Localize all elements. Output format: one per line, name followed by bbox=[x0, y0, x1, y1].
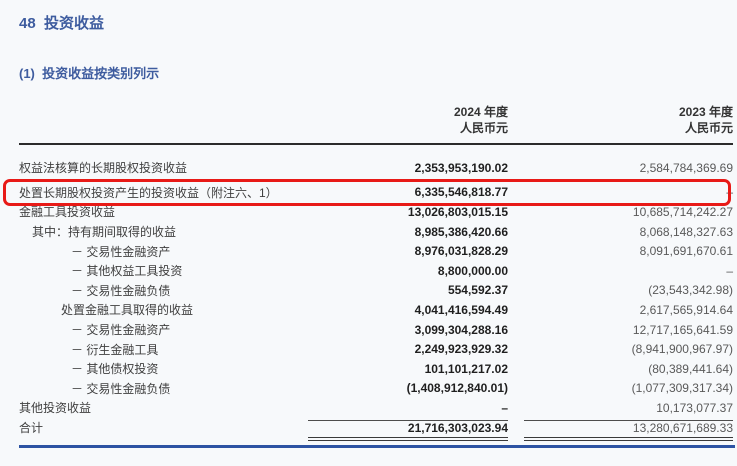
row-label: － 交易性金融负债 bbox=[71, 381, 171, 396]
table-row: － 交易性金融负债 (1,408,912,840.01) (1,077,309,31… bbox=[19, 379, 733, 399]
column-header-2024: 2024 年度 人民币元 bbox=[308, 104, 508, 136]
table-row: － 衍生金融工具 2,249,923,929.32 (8,941,900,967.9… bbox=[19, 339, 733, 359]
value-2024: 2,249,923,929.32 bbox=[414, 342, 508, 357]
investment-income-table: 2024 年度 人民币元 2023 年度 人民币元 权益法核算的长期股权投资收益… bbox=[19, 104, 733, 442]
value-2023: 12,717,165,641.59 bbox=[632, 322, 733, 337]
row-label: － 其他债权投资 bbox=[71, 362, 159, 377]
row-label: － 衍生金融工具 bbox=[71, 342, 159, 357]
column-header-2023-unit: 人民币元 bbox=[684, 121, 733, 135]
table-row: 其他投资收益 – 10,173,077.37 bbox=[19, 398, 733, 418]
table-row: － 交易性金融资产 3,099,304,288.16 12,717,165,641.… bbox=[19, 320, 733, 340]
table-row: 处置金融工具取得的收益 4,041,416,594.49 2,617,565,914… bbox=[19, 300, 733, 320]
value-2024: 8,976,031,828.29 bbox=[414, 244, 508, 259]
column-header-2023-year: 2023 年度 bbox=[678, 105, 733, 119]
value-2024: 4,041,416,594.49 bbox=[414, 302, 508, 317]
row-label: 处置金融工具取得的收益 bbox=[61, 303, 194, 318]
table-row: 权益法核算的长期股权投资收益 2,353,953,190.02 2,584,784,… bbox=[19, 158, 733, 178]
value-2023: 8,068,148,327.63 bbox=[639, 224, 733, 239]
value-2023: 2,617,565,914.64 bbox=[639, 302, 733, 317]
value-2023: 10,173,077.37 bbox=[656, 400, 733, 415]
table-row: 处置长期股权投资产生的投资收益（附注六、1） 6,335,546,818.77 – bbox=[19, 183, 733, 203]
bottom-divider bbox=[19, 445, 735, 448]
table-header-row: 2024 年度 人民币元 2023 年度 人民币元 bbox=[19, 104, 733, 136]
table-row: 合计 21,716,303,023.94 13,280,671,689.33 bbox=[19, 418, 733, 438]
row-label: － 交易性金融资产 bbox=[71, 244, 171, 259]
column-header-2024-unit: 人民币元 bbox=[459, 121, 508, 135]
row-label: － 其他权益工具投资 bbox=[71, 264, 183, 279]
subsection-title: (1) 投资收益按类别列示 bbox=[19, 66, 160, 81]
total-double-rule bbox=[19, 437, 733, 442]
value-2024: 554,592.37 bbox=[447, 283, 508, 298]
value-2024: 13,026,803,015.15 bbox=[407, 204, 508, 219]
value-2023: – bbox=[726, 185, 733, 200]
row-label: 其他投资收益 bbox=[19, 401, 92, 416]
value-2024: 8,800,000.00 bbox=[437, 263, 508, 278]
value-2024: 6,335,546,818.77 bbox=[414, 185, 508, 200]
row-label: 处置长期股权投资产生的投资收益（附注六、1） bbox=[19, 185, 278, 200]
value-2024: 8,985,386,420.66 bbox=[414, 224, 508, 239]
row-label: 其中：持有期间取得的收益 bbox=[32, 225, 177, 240]
value-2023: 2,584,784,369.69 bbox=[639, 160, 733, 175]
column-header-2024-year: 2024 年度 bbox=[453, 105, 508, 119]
value-2023: (8,941,900,967.97) bbox=[631, 342, 733, 357]
table-row: 金融工具投资收益 13,026,803,015.15 10,685,714,242.… bbox=[19, 202, 733, 222]
row-label: 合计 bbox=[19, 421, 44, 436]
value-2024: 2,353,953,190.02 bbox=[414, 160, 508, 175]
row-label: 金融工具投资收益 bbox=[19, 205, 116, 220]
table-row: － 其他权益工具投资 8,800,000.00 – bbox=[19, 261, 733, 281]
value-2023: 8,091,691,670.61 bbox=[639, 244, 733, 259]
value-2023: 13,280,671,689.33 bbox=[524, 420, 733, 435]
value-2023: (80,389,441.64) bbox=[648, 361, 733, 376]
table-row: － 交易性金融资产 8,976,031,828.29 8,091,691,670.6… bbox=[19, 241, 733, 261]
value-2023: (1,077,309,317.34) bbox=[631, 381, 733, 396]
table-row: － 交易性金融负债 554,592.37 (23,543,342.98) bbox=[19, 281, 733, 301]
header-rule bbox=[19, 143, 733, 145]
table-body: 权益法核算的长期股权投资收益 2,353,953,190.02 2,584,784,… bbox=[19, 158, 733, 442]
row-label: － 交易性金融负债 bbox=[71, 283, 171, 298]
value-2024: 21,716,303,023.94 bbox=[308, 420, 508, 435]
section-title: 48 投资收益 bbox=[19, 15, 105, 32]
row-label: 权益法核算的长期股权投资收益 bbox=[19, 161, 188, 176]
column-header-2023: 2023 年度 人民币元 bbox=[524, 104, 733, 136]
value-2024: 101,101,217.02 bbox=[424, 361, 508, 376]
value-2024: (1,408,912,840.01) bbox=[406, 381, 508, 396]
value-2024: – bbox=[501, 400, 508, 415]
row-label: － 交易性金融资产 bbox=[71, 323, 171, 338]
value-2023: (23,543,342.98) bbox=[648, 283, 733, 298]
table-row: 其中：持有期间取得的收益 8,985,386,420.66 8,068,148,32… bbox=[19, 222, 733, 242]
value-2023: 10,685,714,242.27 bbox=[632, 204, 733, 219]
table-row: － 其他债权投资 101,101,217.02 (80,389,441.64) bbox=[19, 359, 733, 379]
value-2024: 3,099,304,288.16 bbox=[414, 322, 508, 337]
value-2023: – bbox=[726, 263, 733, 278]
